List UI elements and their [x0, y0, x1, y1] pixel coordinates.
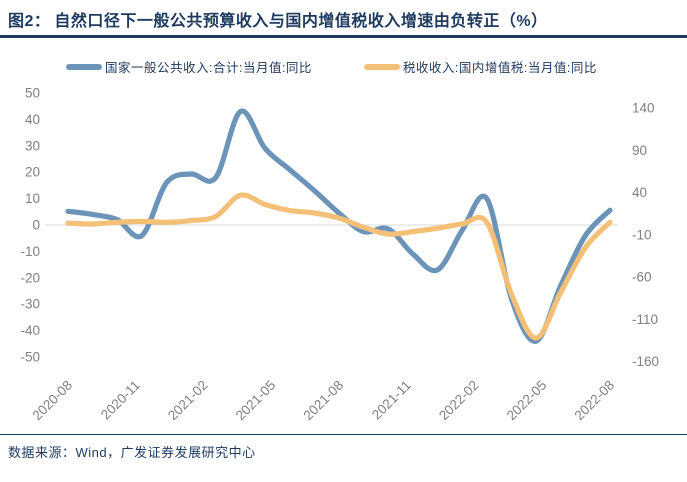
svg-text:-30: -30 [20, 296, 40, 311]
title-divider [0, 35, 687, 38]
legend-swatch-orange-icon [363, 63, 400, 70]
svg-text:-10: -10 [632, 227, 652, 242]
svg-text:140: 140 [632, 100, 655, 115]
svg-text:90: 90 [632, 142, 647, 157]
svg-text:-60: -60 [632, 269, 652, 284]
svg-text:2022-08: 2022-08 [571, 377, 617, 423]
svg-text:-160: -160 [632, 354, 659, 369]
left-axis-ticks: 50 40 30 20 10 0 -10 -20 -30 -40 -50 [20, 85, 40, 364]
series-line-public-revenue [65, 108, 613, 344]
svg-text:-20: -20 [20, 270, 40, 285]
svg-text:50: 50 [25, 85, 40, 100]
footer-divider [0, 433, 687, 435]
svg-text:20: 20 [25, 164, 40, 179]
legend-label-vat-revenue: 税收收入:国内增值税:当月值:同比 [402, 61, 597, 75]
legend-label-public-revenue: 国家一般公共收入:合计:当月值:同比 [105, 61, 312, 75]
figure-title: 图2： 自然口径下一般公共预算收入与国内增值税收入增速由负转正（%） [0, 0, 687, 35]
svg-text:2020-11: 2020-11 [98, 377, 143, 422]
svg-text:-10: -10 [20, 243, 40, 258]
svg-text:2021-02: 2021-02 [165, 377, 211, 423]
dual-axis-line-chart: 50 40 30 20 10 0 -10 -20 -30 -40 -50 140 90 40 -10 -60 -… [20, 85, 659, 423]
legend-item-vat-revenue[interactable]: 税收收入:国内增值税:当月值:同比 [363, 57, 597, 76]
svg-text:-40: -40 [20, 323, 40, 338]
svg-text:10: 10 [25, 191, 40, 206]
series-line-vat [65, 191, 613, 341]
svg-text:2021-08: 2021-08 [300, 377, 346, 423]
svg-text:40: 40 [632, 185, 647, 200]
svg-text:-50: -50 [20, 349, 40, 364]
svg-text:2022-02: 2022-02 [436, 377, 482, 423]
chart-legend: 国家一般公共收入:合计:当月值:同比 税收收入:国内增值税:当月值:同比 [66, 57, 687, 77]
figure-label: 图2： [8, 13, 51, 30]
x-axis-ticks: 2020-08 2020-11 2021-02 2021-05 2021-08 2021-… [29, 377, 617, 423]
chart-area: 50 40 30 20 10 0 -10 -20 -30 -40 -50 140 90 40 -10 -60 -… [0, 80, 687, 428]
svg-text:-110: -110 [632, 311, 658, 326]
svg-text:0: 0 [32, 217, 40, 232]
legend-swatch-blue-icon [66, 63, 102, 70]
svg-text:2021-11: 2021-11 [369, 377, 414, 422]
svg-text:40: 40 [25, 111, 40, 126]
svg-text:30: 30 [25, 138, 40, 153]
svg-text:2020-08: 2020-08 [29, 377, 75, 423]
figure-title-text: 自然口径下一般公共预算收入与国内增值税收入增速由负转正（%） [54, 13, 548, 30]
legend-item-public-revenue[interactable]: 国家一般公共收入:合计:当月值:同比 [66, 57, 312, 76]
svg-text:2021-05: 2021-05 [233, 377, 279, 423]
right-axis-ticks: 140 90 40 -10 -60 -110 -160 [632, 100, 659, 368]
data-source-note: 数据来源：Wind，广发证券发展研究中心 [8, 444, 256, 460]
svg-text:2022-05: 2022-05 [504, 377, 550, 423]
